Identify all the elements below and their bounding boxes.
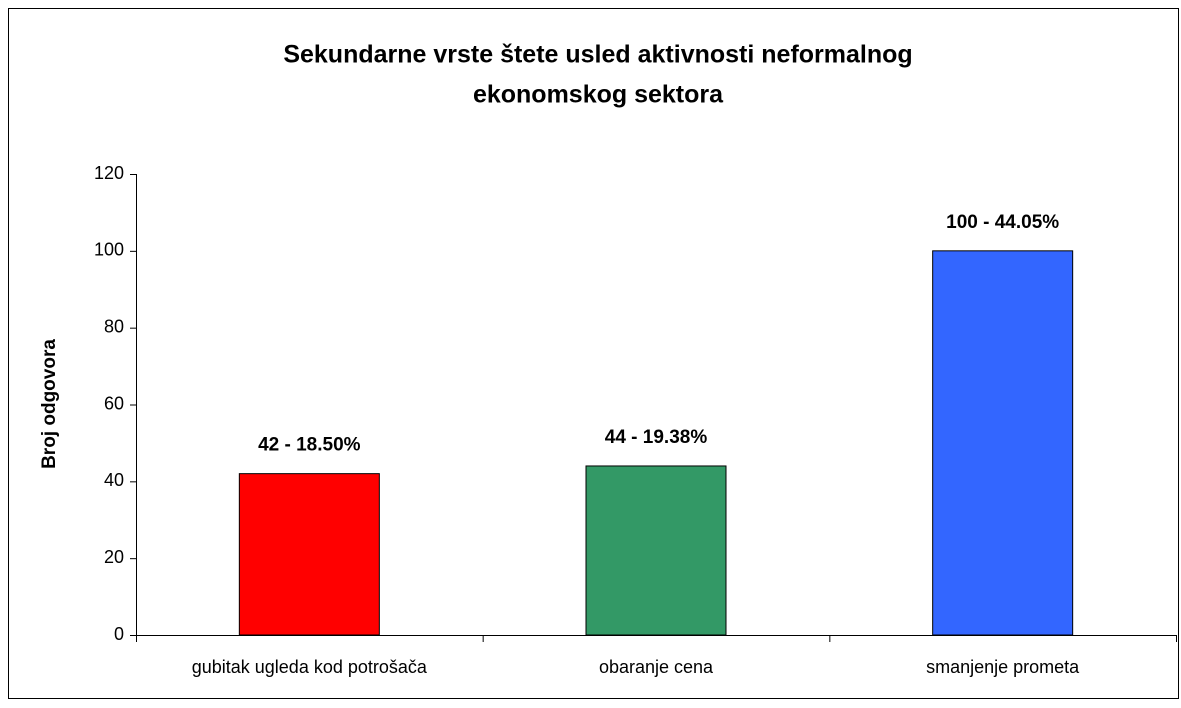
- value-label: 44 - 19.38%: [605, 427, 708, 448]
- bar: [585, 465, 727, 636]
- y-tick-label: 100: [94, 240, 124, 260]
- y-tick-label: 60: [104, 393, 124, 413]
- y-tick-label: 0: [114, 624, 124, 644]
- x-tick-label: obaranje cena: [599, 657, 714, 677]
- chart-title: ekonomskog sektora: [473, 81, 724, 109]
- y-tick-label: 120: [94, 163, 124, 183]
- y-tick-label: 40: [104, 470, 124, 490]
- y-axis-label: Broj odgovora: [39, 339, 60, 469]
- y-tick-label: 80: [104, 316, 124, 336]
- value-label: 42 - 18.50%: [258, 435, 361, 456]
- bar: [238, 473, 380, 636]
- x-tick-label: smanjenje prometa: [926, 657, 1080, 677]
- chart-title: Sekundarne vrste štete usled aktivnosti …: [283, 41, 912, 69]
- bar: [932, 250, 1074, 636]
- x-tick-label: gubitak ugleda kod potrošača: [192, 657, 428, 677]
- value-label: 100 - 44.05%: [946, 212, 1059, 233]
- y-tick-label: 20: [104, 547, 124, 567]
